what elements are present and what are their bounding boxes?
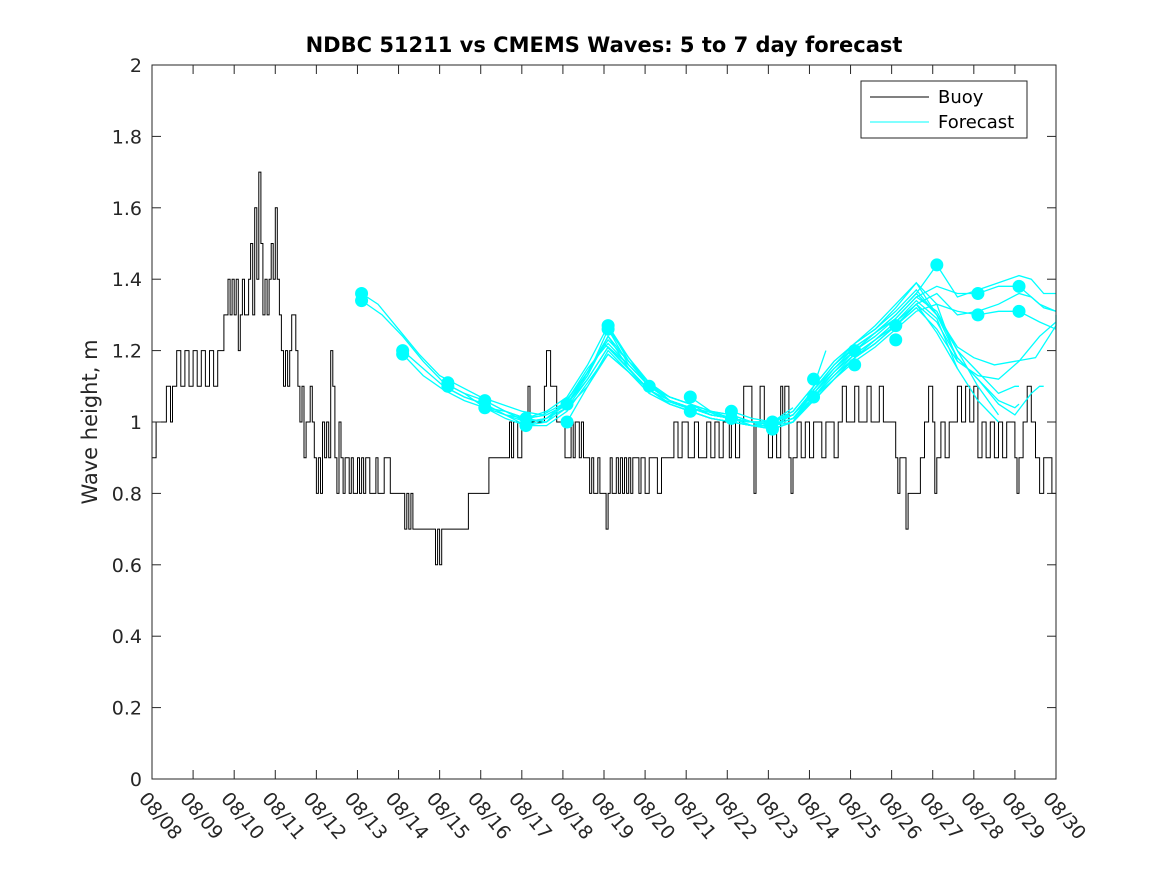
axes-background — [152, 65, 1056, 779]
forecast-run-line — [648, 281, 1044, 423]
legend-buoy-label: Buoy — [938, 87, 984, 108]
y-tick-label: 0 — [130, 769, 142, 791]
forecast-markers — [355, 258, 1026, 436]
forecast-start-marker — [642, 379, 656, 393]
forecast-start-marker — [889, 333, 903, 347]
y-tick-label: 1.8 — [112, 126, 142, 148]
forecast-run-line — [690, 306, 1057, 427]
y-tick-label: 1.4 — [112, 269, 142, 291]
y-tick-label: 1.6 — [112, 198, 142, 220]
forecast-start-marker — [807, 390, 821, 404]
forecast-start-marker — [355, 294, 369, 308]
y-tick-label: 1 — [130, 412, 142, 434]
y-axis-ticks: 0 0.2 0.4 0.6 0.8 1 1.2 1.4 1.6 1.8 2 — [112, 55, 1056, 791]
forecast-start-marker — [971, 308, 985, 322]
forecast-run-line — [772, 303, 1057, 430]
legend-forecast-label: Forecast — [938, 112, 1014, 133]
forecast-start-marker — [1012, 304, 1026, 318]
y-tick-label: 0.8 — [112, 483, 142, 505]
y-axis-label: Wave height, m — [78, 339, 102, 504]
legend-box — [860, 80, 1028, 139]
forecast-start-marker — [478, 401, 492, 415]
y-tick-label: 2 — [130, 55, 142, 77]
forecast-start-marker — [683, 404, 697, 418]
forecast-start-marker — [1012, 279, 1026, 293]
legend: Buoy Forecast — [860, 80, 1028, 139]
y-tick-label: 0.2 — [112, 698, 142, 720]
forecast-start-marker — [683, 390, 697, 404]
forecast-start-marker — [930, 258, 944, 272]
forecast-start-marker — [848, 358, 862, 372]
buoy-line — [152, 171, 1057, 566]
y-tick-label: 0.4 — [112, 626, 142, 648]
forecast-start-marker — [519, 419, 533, 433]
forecast-series — [361, 263, 1057, 430]
forecast-start-marker — [441, 379, 455, 393]
y-tick-label: 1.2 — [112, 341, 142, 363]
forecast-start-marker — [971, 286, 985, 300]
forecast-start-marker — [560, 397, 574, 411]
forecast-start-marker — [765, 422, 779, 436]
forecast-start-marker — [396, 347, 410, 361]
forecast-start-marker — [807, 372, 821, 386]
buoy-series — [152, 171, 1057, 566]
chart-title: NDBC 51211 vs CMEMS Waves: 5 to 7 day fo… — [306, 33, 903, 57]
y-tick-label: 0.6 — [112, 555, 142, 577]
forecast-start-marker — [724, 411, 738, 425]
plot-area: 00.20.40.60.811.21.41.61.82 08/0808/0908… — [112, 55, 1090, 844]
forecast-start-marker — [889, 319, 903, 333]
forecast-start-marker — [560, 415, 574, 429]
forecast-run-line — [772, 285, 1057, 423]
forecast-start-marker — [848, 344, 862, 358]
forecast-start-marker — [601, 322, 615, 336]
